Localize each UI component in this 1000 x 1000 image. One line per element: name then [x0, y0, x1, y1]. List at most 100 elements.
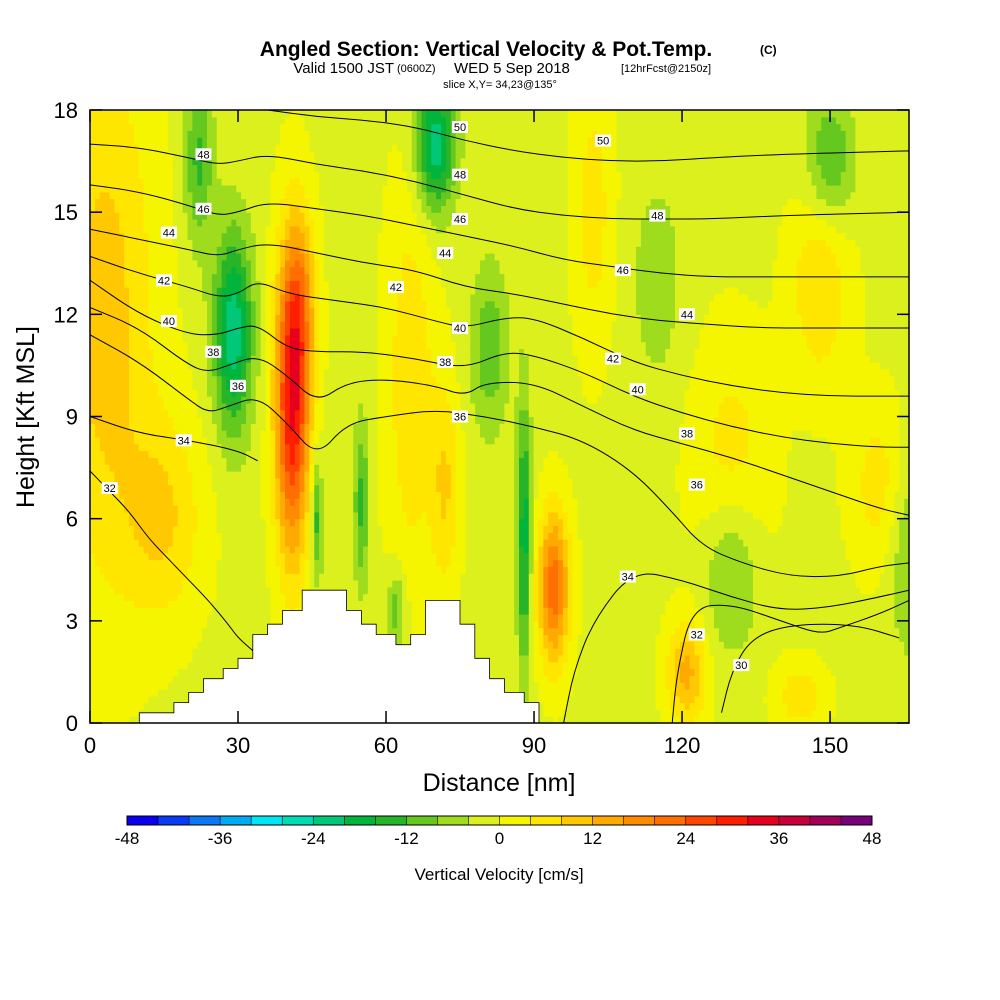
velocity-cell [182, 545, 189, 554]
velocity-cell [475, 579, 481, 588]
velocity-cell [562, 559, 569, 567]
velocity-cell [796, 607, 803, 615]
velocity-cell [445, 579, 452, 588]
velocity-cell [509, 545, 515, 554]
velocity-cell [168, 648, 174, 656]
velocity-cell [163, 641, 169, 649]
velocity-cell [177, 627, 184, 636]
velocity-cell [124, 688, 130, 697]
velocity-cell [480, 559, 486, 567]
velocity-cell [90, 593, 96, 601]
velocity-cell [645, 600, 652, 608]
velocity-cell [860, 607, 866, 615]
velocity-cell [850, 525, 856, 533]
velocity-cell [197, 607, 203, 615]
velocity-cell [640, 525, 647, 533]
velocity-cell [748, 600, 754, 608]
velocity-cell [489, 648, 496, 656]
velocity-cell [860, 695, 866, 704]
velocity-cell [601, 532, 608, 540]
velocity-cell [879, 627, 886, 636]
velocity-cell [460, 614, 466, 622]
velocity-cell [592, 566, 598, 574]
velocity-cell [777, 695, 783, 704]
velocity-cell [138, 682, 145, 690]
velocity-cell [845, 716, 852, 723]
velocity-cell [757, 695, 764, 704]
velocity-cell [831, 607, 837, 615]
velocity-cell [709, 593, 715, 601]
velocity-cell [226, 552, 232, 561]
velocity-cell [777, 614, 783, 622]
velocity-cell [806, 641, 813, 649]
velocity-cell [168, 614, 174, 622]
velocity-cell [285, 532, 291, 540]
velocity-cell [172, 559, 179, 567]
velocity-cell [124, 682, 130, 690]
velocity-cell [884, 614, 891, 622]
velocity-cell [577, 661, 583, 670]
velocity-cell [699, 695, 705, 704]
velocity-cell [177, 614, 184, 622]
velocity-cell [153, 702, 159, 710]
velocity-cell [806, 654, 813, 663]
velocity-cell [421, 539, 427, 547]
velocity-cell [826, 641, 832, 649]
velocity-cell [879, 702, 886, 710]
velocity-cell [211, 620, 218, 629]
velocity-cell [626, 641, 632, 649]
velocity-cell [94, 641, 101, 649]
velocity-cell [260, 600, 267, 608]
velocity-cell [109, 648, 115, 656]
velocity-cell [221, 661, 228, 670]
velocity-cell [792, 709, 798, 717]
velocity-cell [874, 586, 881, 595]
velocity-cell [528, 559, 535, 567]
velocity-cell [879, 668, 886, 676]
velocity-cell [777, 648, 783, 656]
velocity-cell [855, 682, 861, 690]
velocity-cell [528, 675, 535, 683]
velocity-cell [163, 620, 169, 629]
velocity-cell [470, 607, 476, 615]
velocity-cell [494, 593, 501, 601]
velocity-cell [816, 539, 822, 547]
velocity-cell [796, 668, 803, 676]
velocity-cell [109, 552, 115, 561]
velocity-cell [133, 682, 140, 690]
velocity-cell [689, 573, 696, 581]
velocity-cell [762, 634, 769, 642]
velocity-cell [601, 661, 608, 670]
velocity-cell [587, 614, 593, 622]
velocity-cell [104, 600, 111, 608]
velocity-cell [426, 518, 432, 527]
velocity-cell [748, 716, 754, 723]
velocity-cell [348, 545, 354, 554]
velocity-cell [538, 586, 544, 595]
velocity-cell [246, 566, 252, 574]
velocity-cell [645, 688, 652, 697]
velocity-cell [109, 709, 115, 717]
velocity-cell [129, 552, 135, 561]
velocity-cell [460, 545, 466, 554]
velocity-cell [582, 668, 588, 676]
velocity-cell [709, 525, 715, 533]
velocity-cell [294, 559, 301, 567]
velocity-cell [94, 545, 101, 554]
velocity-cell [889, 566, 895, 574]
velocity-cell [168, 593, 174, 601]
velocity-cell [611, 614, 618, 622]
velocity-cell [621, 600, 627, 608]
velocity-cell [796, 648, 803, 656]
velocity-cell [304, 532, 310, 540]
velocity-cell [333, 539, 340, 547]
velocity-cell [860, 593, 866, 601]
velocity-cell [655, 607, 661, 615]
velocity-cell [124, 607, 130, 615]
velocity-cell [372, 539, 379, 547]
velocity-cell [762, 552, 769, 561]
velocity-cell [255, 573, 262, 581]
velocity-cell [699, 593, 705, 601]
velocity-cell [489, 661, 496, 670]
velocity-cell [723, 634, 730, 642]
